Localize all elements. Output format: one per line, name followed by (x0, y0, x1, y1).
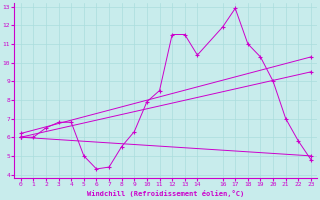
X-axis label: Windchill (Refroidissement éolien,°C): Windchill (Refroidissement éolien,°C) (87, 190, 244, 197)
